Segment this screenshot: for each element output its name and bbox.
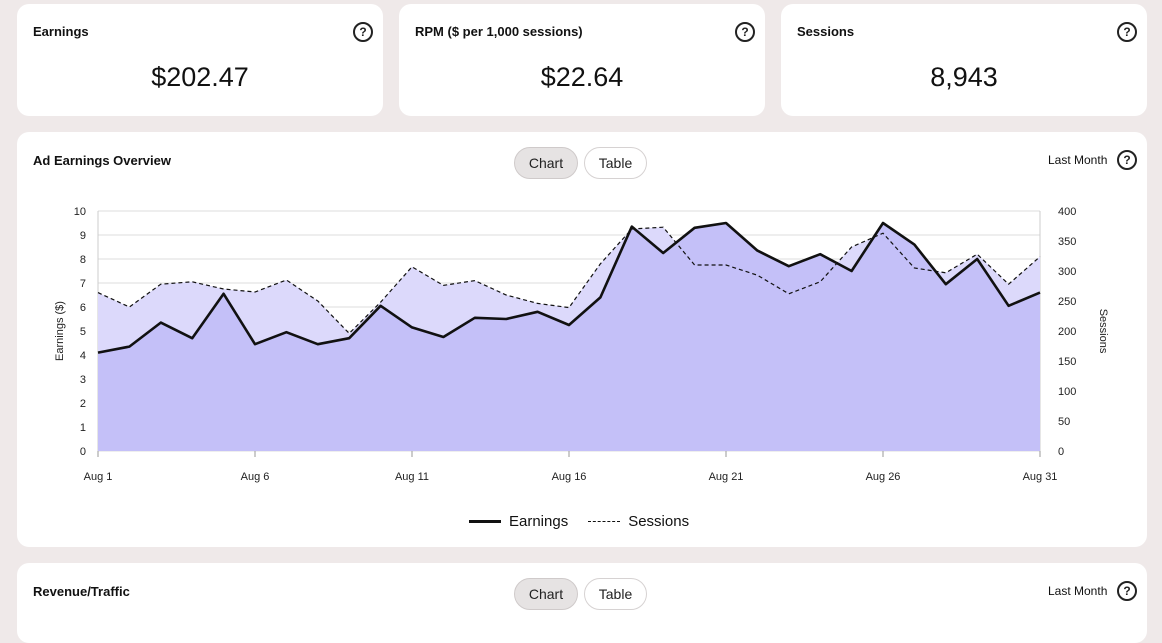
- section-title: Revenue/Traffic: [33, 584, 130, 599]
- y2-tick-label: 250: [1058, 296, 1076, 308]
- y-tick-label: 8: [80, 254, 86, 266]
- x-tick-label: Aug 11: [395, 471, 429, 483]
- y-tick-label: 0: [80, 446, 86, 458]
- legend-label-earnings: Earnings: [509, 513, 569, 530]
- revenue-traffic-card: Revenue/Traffic Chart Table Last Month ?: [17, 563, 1147, 643]
- earnings-legend-swatch: [469, 520, 501, 523]
- y2-tick-label: 0: [1058, 446, 1064, 458]
- y2-tick-label: 300: [1058, 266, 1076, 278]
- kpi-title: Earnings: [33, 24, 89, 39]
- x-tick-label: Aug 6: [241, 471, 270, 483]
- sessions-legend-swatch: [588, 521, 621, 522]
- date-range-label[interactable]: Last Month: [1048, 584, 1108, 598]
- kpi-card-earnings: Earnings ? $202.47: [17, 4, 383, 116]
- view-toggle: Chart Table: [514, 147, 647, 179]
- y2-tick-label: 200: [1058, 326, 1076, 338]
- x-tick-label: Aug 16: [552, 471, 587, 483]
- kpi-card-sessions: Sessions ? 8,943: [781, 4, 1147, 116]
- x-tick-label: Aug 21: [709, 471, 744, 483]
- date-range-label[interactable]: Last Month: [1048, 153, 1108, 167]
- help-icon[interactable]: ?: [1117, 581, 1137, 601]
- help-icon[interactable]: ?: [1117, 150, 1137, 170]
- kpi-title: RPM ($ per 1,000 sessions): [415, 24, 583, 39]
- earnings-area: [98, 223, 1040, 451]
- x-tick-label: Aug 31: [1023, 471, 1058, 483]
- section-title: Ad Earnings Overview: [33, 153, 171, 168]
- kpi-value: $22.64: [540, 62, 624, 92]
- y-tick-label: 1: [80, 422, 86, 434]
- table-tab[interactable]: Table: [584, 147, 647, 179]
- table-tab[interactable]: Table: [584, 578, 647, 610]
- y2-axis-title: Sessions: [1097, 309, 1109, 354]
- ad-earnings-overview-card: Ad Earnings Overview Chart Table Last Mo…: [17, 132, 1147, 547]
- y-axis-title: Earnings ($): [54, 301, 66, 361]
- earnings-sessions-chart: 012345678910050100150200250300350400Aug …: [54, 206, 1109, 483]
- sessions-line: [97, 226, 1041, 335]
- y-tick-label: 10: [74, 206, 86, 218]
- y2-tick-label: 150: [1058, 356, 1076, 368]
- y2-tick-label: 400: [1058, 206, 1076, 218]
- x-tick-label: Aug 1: [84, 471, 113, 483]
- kpi-value: 8,943: [930, 62, 998, 92]
- y2-tick-label: 50: [1058, 416, 1070, 428]
- view-toggle: Chart Table: [514, 578, 647, 610]
- chart-tab[interactable]: Chart: [514, 578, 578, 610]
- help-icon[interactable]: ?: [1117, 22, 1137, 42]
- kpi-title: Sessions: [797, 24, 855, 39]
- y-tick-label: 6: [80, 302, 86, 314]
- x-tick-label: Aug 26: [866, 471, 901, 483]
- y-tick-label: 3: [80, 374, 86, 386]
- help-icon[interactable]: ?: [735, 22, 755, 42]
- help-icon[interactable]: ?: [353, 22, 373, 42]
- y-tick-label: 2: [80, 398, 86, 410]
- chart-legend: Earnings Sessions: [469, 513, 689, 530]
- y-tick-label: 7: [80, 278, 86, 290]
- legend-label-sessions: Sessions: [628, 513, 690, 530]
- y-tick-label: 9: [80, 230, 86, 242]
- chart-tab[interactable]: Chart: [514, 147, 578, 179]
- y-tick-label: 5: [80, 326, 86, 338]
- y-tick-label: 4: [80, 350, 86, 362]
- y2-tick-label: 350: [1058, 236, 1076, 248]
- kpi-value: $202.47: [151, 62, 249, 92]
- earnings-line: [97, 221, 1041, 354]
- kpi-card-rpm: RPM ($ per 1,000 sessions) ? $22.64: [399, 4, 765, 116]
- y2-tick-label: 100: [1058, 386, 1076, 398]
